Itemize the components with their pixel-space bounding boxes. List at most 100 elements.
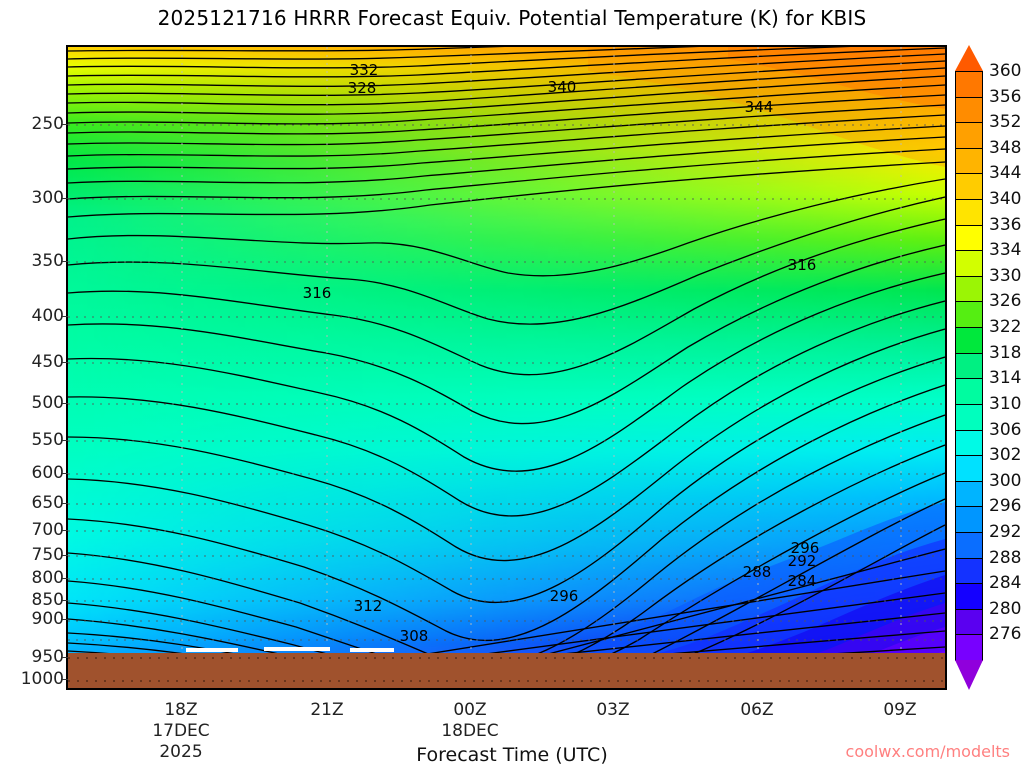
- colorbar-cell-330: [955, 275, 983, 303]
- y-axis-tick-950: 950: [31, 647, 64, 667]
- plot-area: 332 328 340 344 316 316 296 292 288 284 296 312 308: [66, 45, 947, 690]
- y-tick-mark: [62, 403, 68, 404]
- colorbar-label-302: 302: [989, 445, 1022, 466]
- y-tick-mark: [62, 503, 68, 504]
- x-axis-year: 2025: [159, 742, 203, 762]
- y-tick-mark: [62, 619, 68, 620]
- y-tick-mark: [62, 440, 68, 441]
- colorbar-label-296: 296: [989, 496, 1022, 517]
- contour-label-312: 312: [353, 597, 383, 615]
- x-axis-tick-09Z: 09Z: [883, 700, 917, 720]
- x-axis-tick-06Z: 06Z: [740, 700, 774, 720]
- y-axis-tick-650: 650: [31, 493, 64, 513]
- y-axis-tick-550: 550: [31, 430, 64, 450]
- colorbar-label-280: 280: [989, 598, 1022, 619]
- y-tick-mark: [62, 555, 68, 556]
- colorbar-cell-340: [955, 199, 983, 226]
- x-axis-tick-03Z: 03Z: [596, 700, 630, 720]
- y-tick-mark: [62, 600, 68, 601]
- colorbar-cell-310: [955, 403, 983, 431]
- colorbar-label-318: 318: [989, 342, 1022, 363]
- colorbar-label-284: 284: [989, 573, 1022, 594]
- x-axis-tick-18Z: 18Z: [164, 700, 198, 720]
- colorbar-cell-356: [955, 96, 983, 124]
- y-tick-mark: [62, 261, 68, 262]
- colorbar-label-322: 322: [989, 317, 1022, 338]
- contour-label-316: 316: [302, 284, 332, 302]
- contour-label-340: 340: [547, 78, 577, 96]
- colorbar-cell-352: [955, 122, 983, 149]
- y-axis-tick-600: 600: [31, 463, 64, 483]
- contour-label-308: 308: [399, 627, 429, 645]
- colorbar-cell-284: [955, 583, 983, 610]
- colorbar-cell-348: [955, 147, 983, 175]
- colorbar-under-arrow: [955, 660, 983, 690]
- colorbar-cell-292: [955, 531, 983, 559]
- colorbar-label-334: 334: [989, 240, 1022, 261]
- y-tick-mark: [62, 679, 68, 680]
- y-axis-tick-750: 750: [31, 545, 64, 565]
- colorbar-label-300: 300: [989, 470, 1022, 491]
- y-axis-tick-250: 250: [31, 114, 64, 134]
- contour-label-316: 316: [787, 256, 817, 274]
- colorbar: 360 356 352 348 344 340 336 334 330 326 322 318 314 3…: [955, 45, 1024, 690]
- colorbar-label-310: 310: [989, 393, 1022, 414]
- colorbar-label-348: 348: [989, 137, 1022, 158]
- colorbar-label-276: 276: [989, 624, 1022, 645]
- colorbar-label-292: 292: [989, 521, 1022, 542]
- colorbar-label-330: 330: [989, 265, 1022, 286]
- colorbar-cell-300: [955, 480, 983, 508]
- colorbar-cell-334: [955, 250, 983, 277]
- y-tick-mark: [62, 362, 68, 363]
- y-axis-tick-900: 900: [31, 609, 64, 629]
- colorbar-cell-314: [955, 378, 983, 405]
- colorbar-over-arrow: [955, 45, 983, 71]
- contour-label-288: 288: [742, 563, 772, 581]
- x-axis-title: Forecast Time (UTC): [416, 744, 608, 766]
- y-tick-mark: [62, 578, 68, 579]
- contour-plot: [68, 47, 945, 688]
- colorbar-cell-344: [955, 173, 983, 201]
- colorbar-label-306: 306: [989, 419, 1022, 440]
- colorbar-cell-322: [955, 327, 983, 354]
- colorbar-cell-302: [955, 455, 983, 482]
- y-tick-mark: [62, 316, 68, 317]
- colorbar-label-360: 360: [989, 61, 1022, 81]
- y-tick-mark: [62, 530, 68, 531]
- colorbar-cell-318: [955, 352, 983, 380]
- x-axis-date-17DEC: 17DEC: [152, 721, 210, 741]
- colorbar-cell-326: [955, 301, 983, 329]
- x-axis-tick-21Z: 21Z: [310, 700, 344, 720]
- y-tick-mark: [62, 198, 68, 199]
- watermark: coolwx.com/modelts: [845, 742, 1010, 761]
- contour-label-296: 296: [790, 539, 820, 557]
- y-axis-tick-850: 850: [31, 590, 64, 610]
- y-tick-mark: [62, 124, 68, 125]
- colorbar-label-336: 336: [989, 214, 1022, 235]
- colorbar-label-356: 356: [989, 86, 1022, 107]
- y-axis-tick-500: 500: [31, 393, 64, 413]
- colorbar-label-344: 344: [989, 163, 1022, 184]
- y-axis-tick-1000: 1000: [20, 669, 64, 689]
- x-axis-date-18DEC: 18DEC: [441, 721, 499, 741]
- y-axis-tick-450: 450: [31, 352, 64, 372]
- contour-label-296: 296: [549, 587, 579, 605]
- colorbar-label-340: 340: [989, 189, 1022, 210]
- colorbar-cell-336: [955, 224, 983, 252]
- y-tick-mark: [62, 473, 68, 474]
- terrain-block: [68, 653, 945, 688]
- y-axis-tick-300: 300: [31, 188, 64, 208]
- y-axis: 250 300 350 400 450 500 550 600 650 700 750 800 850 9…: [0, 0, 68, 768]
- colorbar-label-352: 352: [989, 112, 1022, 133]
- colorbar-label-314: 314: [989, 368, 1022, 389]
- y-axis-tick-700: 700: [31, 520, 64, 540]
- colorbar-label-326: 326: [989, 291, 1022, 312]
- contour-label-328: 328: [347, 79, 377, 97]
- contour-label-344: 344: [744, 98, 774, 116]
- contour-label-292: 292: [787, 552, 817, 570]
- colorbar-cell-296: [955, 506, 983, 533]
- colorbar-cell-306: [955, 429, 983, 457]
- y-tick-mark: [62, 657, 68, 658]
